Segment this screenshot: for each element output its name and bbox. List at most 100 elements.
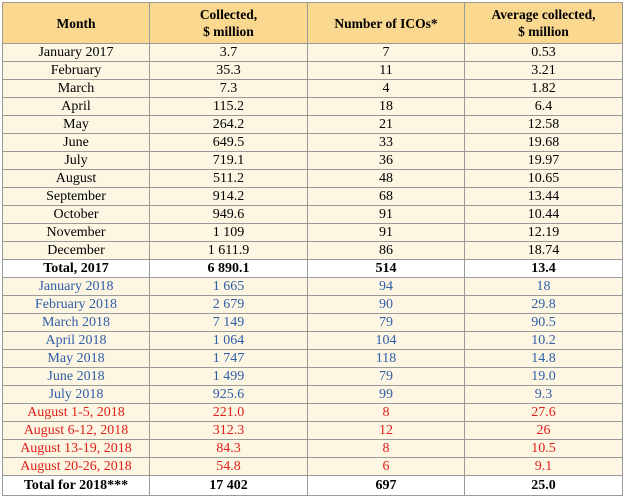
cell-average: 18 xyxy=(464,277,623,296)
cell-month: July 2018 xyxy=(2,385,150,404)
cell-average: 10.44 xyxy=(464,205,623,224)
cell-collected: 221.0 xyxy=(149,403,308,422)
cell-collected: 649.5 xyxy=(149,133,308,152)
cell-collected: 1 747 xyxy=(149,349,308,368)
table-row: August 20-26, 2018 54.8 6 9.1 xyxy=(2,457,623,476)
cell-collected: 719.1 xyxy=(149,151,308,170)
cell-month: March 2018 xyxy=(2,313,150,332)
table-row: April 2018 1 064 104 10.2 xyxy=(2,331,623,350)
cell-number: 91 xyxy=(307,223,465,242)
cell-number: 21 xyxy=(307,115,465,134)
cell-average: 29.8 xyxy=(464,295,623,314)
table-row: May 2018 1 747 118 14.8 xyxy=(2,349,623,368)
ico-statistics-table: Month Collected, $ million Number of ICO… xyxy=(2,2,623,496)
cell-month: January 2017 xyxy=(2,43,150,62)
cell-month: May 2018 xyxy=(2,349,150,368)
cell-average: 0.53 xyxy=(464,43,623,62)
cell-average: 25.0 xyxy=(464,475,623,496)
cell-collected: 1 064 xyxy=(149,331,308,350)
cell-collected: 7 149 xyxy=(149,313,308,332)
cell-month: May xyxy=(2,115,150,134)
cell-number: 11 xyxy=(307,61,465,80)
cell-number: 8 xyxy=(307,403,465,422)
cell-collected: 1 109 xyxy=(149,223,308,242)
cell-month: November xyxy=(2,223,150,242)
table-row: April 115.2 18 6.4 xyxy=(2,97,623,116)
table-row: May 264.2 21 12.58 xyxy=(2,115,623,134)
total-2017-row: Total, 2017 6 890.1 514 13.4 xyxy=(2,259,623,278)
cell-number: 48 xyxy=(307,169,465,188)
header-collected: Collected, $ million xyxy=(149,2,308,44)
total-2018-row: Total for 2018*** 17 402 697 25.0 xyxy=(2,475,623,496)
cell-collected: 264.2 xyxy=(149,115,308,134)
cell-collected: 84.3 xyxy=(149,439,308,458)
cell-average: 26 xyxy=(464,421,623,440)
table-row: November 1 109 91 12.19 xyxy=(2,223,623,242)
cell-average: 18.74 xyxy=(464,241,623,260)
cell-average: 19.97 xyxy=(464,151,623,170)
cell-month: June 2018 xyxy=(2,367,150,386)
table-body: January 2017 3.7 7 0.53 February 35.3 11 3.21 Ma… xyxy=(2,43,623,496)
cell-number: 4 xyxy=(307,79,465,98)
cell-number: 12 xyxy=(307,421,465,440)
header-average-line1: Average collected, xyxy=(491,7,596,22)
header-month: Month xyxy=(2,2,150,44)
header-collected-line1: Collected, xyxy=(199,7,258,22)
cell-average: 10.5 xyxy=(464,439,623,458)
cell-number: 68 xyxy=(307,187,465,206)
cell-month: April 2018 xyxy=(2,331,150,350)
cell-number: 36 xyxy=(307,151,465,170)
cell-average: 10.65 xyxy=(464,169,623,188)
cell-collected: 511.2 xyxy=(149,169,308,188)
cell-collected: 312.3 xyxy=(149,421,308,440)
cell-month: August 13-19, 2018 xyxy=(2,439,150,458)
cell-average: 3.21 xyxy=(464,61,623,80)
cell-collected: 949.6 xyxy=(149,205,308,224)
table-row: June 2018 1 499 79 19.0 xyxy=(2,367,623,386)
cell-average: 90.5 xyxy=(464,313,623,332)
table-row: August 13-19, 2018 84.3 8 10.5 xyxy=(2,439,623,458)
cell-number: 6 xyxy=(307,457,465,476)
cell-month: August 20-26, 2018 xyxy=(2,457,150,476)
cell-month: February xyxy=(2,61,150,80)
cell-number: 90 xyxy=(307,295,465,314)
ico-table-container: Month Collected, $ million Number of ICO… xyxy=(2,2,623,496)
cell-month: December xyxy=(2,241,150,260)
cell-number: 8 xyxy=(307,439,465,458)
cell-average: 19.68 xyxy=(464,133,623,152)
table-row: July 2018 925.6 99 9.3 xyxy=(2,385,623,404)
cell-number: 91 xyxy=(307,205,465,224)
cell-collected: 35.3 xyxy=(149,61,308,80)
cell-collected: 1 499 xyxy=(149,367,308,386)
cell-month: February 2018 xyxy=(2,295,150,314)
cell-number: 94 xyxy=(307,277,465,296)
cell-average: 9.1 xyxy=(464,457,623,476)
cell-number: 697 xyxy=(307,475,465,496)
cell-month: August 1-5, 2018 xyxy=(2,403,150,422)
cell-average: 6.4 xyxy=(464,97,623,116)
table-row: September 914.2 68 13.44 xyxy=(2,187,623,206)
table-row: March 2018 7 149 79 90.5 xyxy=(2,313,623,332)
cell-collected: 115.2 xyxy=(149,97,308,116)
cell-month: Total for 2018*** xyxy=(2,475,150,496)
header-number-of-icos: Number of ICOs* xyxy=(307,2,465,44)
cell-month: March xyxy=(2,79,150,98)
cell-number: 86 xyxy=(307,241,465,260)
cell-collected: 2 679 xyxy=(149,295,308,314)
cell-collected: 3.7 xyxy=(149,43,308,62)
table-row: January 2018 1 665 94 18 xyxy=(2,277,623,296)
cell-month: September xyxy=(2,187,150,206)
cell-average: 1.82 xyxy=(464,79,623,98)
cell-month: July xyxy=(2,151,150,170)
cell-average: 9.3 xyxy=(464,385,623,404)
cell-month: August xyxy=(2,169,150,188)
cell-average: 14.8 xyxy=(464,349,623,368)
cell-number: 33 xyxy=(307,133,465,152)
table-row: August 6-12, 2018 312.3 12 26 xyxy=(2,421,623,440)
table-row: January 2017 3.7 7 0.53 xyxy=(2,43,623,62)
cell-month: January 2018 xyxy=(2,277,150,296)
header-average-line2: $ million xyxy=(518,24,569,39)
table-row: August 1-5, 2018 221.0 8 27.6 xyxy=(2,403,623,422)
cell-average: 12.58 xyxy=(464,115,623,134)
cell-month: June xyxy=(2,133,150,152)
